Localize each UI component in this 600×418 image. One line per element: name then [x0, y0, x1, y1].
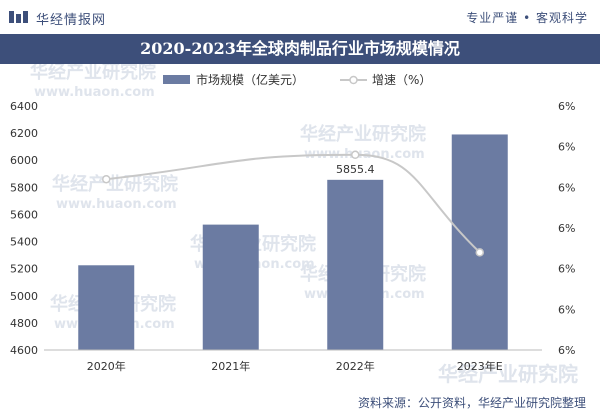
y2-tick-label: 6%: [558, 263, 575, 276]
y-tick-label: 5600: [10, 208, 38, 221]
watermark-url: www.huaon.com: [34, 85, 155, 100]
y-axis-left: 4600 4800 5000 5200 5400 5600 5800 6000 6200 6400: [10, 100, 38, 357]
x-tick-label: 2022年: [336, 359, 375, 373]
legend-line-label: 增速（%）: [372, 73, 431, 87]
bar: [451, 134, 508, 350]
y-tick-label: 6000: [10, 154, 38, 167]
y-tick-label: 6400: [10, 100, 38, 113]
y-tick-label: 5000: [10, 290, 38, 303]
watermark-url: www.huaon.com: [56, 197, 177, 212]
bar: [202, 224, 259, 350]
bar: [78, 265, 135, 350]
y-axis-right: 6% 6% 6% 6% 6% 6% 6%: [558, 100, 575, 357]
y-tick-label: 5800: [10, 181, 38, 194]
growth-line: [106, 153, 481, 254]
bar-series: [78, 134, 508, 350]
y2-tick-label: 6%: [558, 303, 575, 316]
legend: 市场规模（亿美元） 增速（%）: [163, 72, 431, 87]
growth-point: [102, 174, 111, 184]
y-tick-label: 4600: [10, 344, 38, 357]
source-note: 资料来源：公开资料，华经产业研究院整理: [357, 396, 586, 410]
watermark-name: 华经产业研究院: [52, 173, 178, 195]
y-tick-label: 5200: [10, 263, 38, 276]
watermark-corner: 华经产业研究院: [438, 362, 578, 386]
y-tick-label: 4800: [10, 317, 38, 330]
y2-tick-label: 6%: [558, 181, 575, 194]
growth-point: [475, 248, 484, 257]
legend-bar-swatch: [163, 75, 190, 84]
legend-line-marker: [349, 75, 358, 85]
x-tick-label: 2021年: [211, 359, 250, 373]
data-labels: 5855.4: [336, 163, 375, 176]
line-series: [102, 150, 484, 257]
bar: [327, 179, 384, 350]
slogan: 专业严谨 • 客观科学: [466, 11, 588, 25]
y2-tick-label: 6%: [558, 344, 575, 357]
y2-tick-label: 6%: [558, 222, 575, 235]
x-tick-label: 2020年: [87, 359, 126, 373]
y-tick-label: 5400: [10, 236, 38, 249]
top-bar: 华经情报网 专业严谨 • 客观科学: [0, 0, 600, 34]
logo-icon: [9, 11, 28, 23]
watermark-name: 华经产业研究院: [30, 64, 156, 83]
growth-point: [351, 150, 360, 160]
data-label: 5855.4: [336, 163, 375, 176]
chart-title: 2020-2023年全球肉制品行业市场规模情况: [140, 39, 460, 58]
title-bar: 2020-2023年全球肉制品行业市场规模情况: [0, 34, 600, 64]
x-tick-label: 2023年E: [457, 359, 503, 373]
y2-tick-label: 6%: [558, 100, 575, 113]
brand-name: 华经情报网: [36, 13, 107, 28]
x-axis: 2020年 2021年 2022年 2023年E: [44, 349, 542, 373]
chart: 华经产业研究院 www.huaon.com 华经产业研究院 www.huaon.com…: [10, 64, 578, 386]
watermark-name: 华经产业研究院: [300, 123, 426, 145]
y2-tick-label: 6%: [558, 141, 575, 154]
y-tick-label: 6200: [10, 127, 38, 140]
legend-bar-label: 市场规模（亿美元）: [196, 72, 304, 87]
